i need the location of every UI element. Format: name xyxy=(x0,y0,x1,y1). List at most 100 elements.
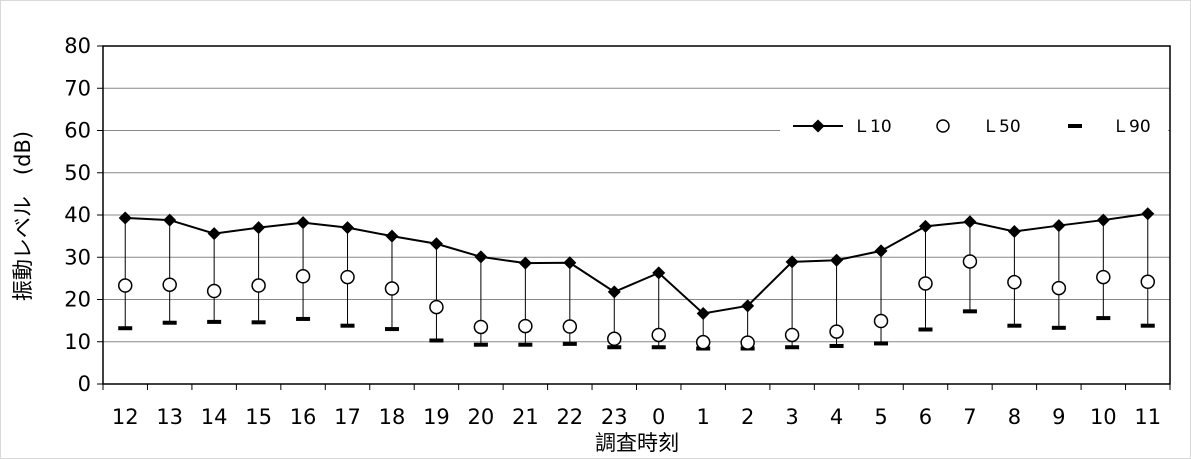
point-l90 xyxy=(1007,323,1022,328)
x-tick-label: 17 xyxy=(334,405,361,429)
x-tick-label: 22 xyxy=(556,405,583,429)
x-tick-label: 13 xyxy=(156,405,183,429)
x-tick-label: 1 xyxy=(697,405,710,429)
x-tick-label: 2 xyxy=(741,405,754,429)
point-l50 xyxy=(384,281,400,296)
point-l90 xyxy=(251,320,266,325)
point-l90 xyxy=(296,316,311,321)
point-l90 xyxy=(874,341,889,346)
legend-label-l10: Ｌ10 xyxy=(853,117,892,137)
chart-marks xyxy=(117,207,1156,351)
point-l50 xyxy=(206,283,222,299)
y-axis-ticks: 0 10 20 30 40 50 60 70 80 xyxy=(64,34,103,396)
point-l10 xyxy=(785,255,799,269)
point-l90 xyxy=(518,342,533,347)
x-tick-label: 11 xyxy=(1134,405,1161,429)
point-l10 xyxy=(341,221,355,235)
point-l90 xyxy=(340,323,355,328)
legend-label-l50: Ｌ50 xyxy=(982,117,1021,137)
point-l90 xyxy=(562,341,577,346)
point-l90 xyxy=(1140,323,1155,328)
y-tick-label: 10 xyxy=(64,330,91,354)
point-l10 xyxy=(918,219,932,233)
point-l10 xyxy=(963,215,977,229)
x-tick-label: 0 xyxy=(652,405,665,429)
x-tick-label: 20 xyxy=(468,405,495,429)
point-l10 xyxy=(1052,219,1066,233)
series-line-l10 xyxy=(125,212,1148,315)
y-tick-label: 30 xyxy=(64,245,91,269)
point-l50 xyxy=(1096,269,1111,285)
legend-swatch-l10-marker xyxy=(811,119,825,133)
point-l50 xyxy=(962,254,978,269)
point-l50 xyxy=(562,319,578,334)
x-tick-label: 7 xyxy=(963,405,976,429)
point-l10 xyxy=(741,299,755,313)
x-tick-label: 8 xyxy=(1008,405,1021,429)
x-tick-label: 18 xyxy=(379,405,406,429)
point-l10 xyxy=(1007,224,1021,238)
point-l10 xyxy=(429,237,443,251)
legend: Ｌ10 Ｌ50 Ｌ90 xyxy=(780,106,1168,146)
legend-swatch-l90 xyxy=(1068,124,1082,128)
x-tick-label: 21 xyxy=(512,405,539,429)
point-l10 xyxy=(607,285,621,299)
x-tick-label: 6 xyxy=(919,405,932,429)
point-l10 xyxy=(385,229,399,243)
y-tick-label: 0 xyxy=(78,372,91,396)
x-axis-title: 調査時刻 xyxy=(595,431,679,455)
point-l90 xyxy=(1096,316,1111,321)
point-l50 xyxy=(918,276,933,291)
point-l50 xyxy=(295,269,311,284)
point-l10 xyxy=(163,213,177,227)
point-l50 xyxy=(251,278,266,293)
point-l50 xyxy=(340,269,355,285)
x-tick-label: 14 xyxy=(201,405,228,429)
point-l50 xyxy=(607,331,622,347)
point-l10 xyxy=(652,266,666,280)
point-l50 xyxy=(695,334,711,350)
point-l10 xyxy=(563,256,577,270)
point-l90 xyxy=(118,326,133,331)
y-tick-label: 60 xyxy=(64,119,91,143)
y-axis-title: 振動レベル (dB) xyxy=(11,131,35,301)
y-tick-label: 70 xyxy=(64,76,91,100)
point-l90 xyxy=(651,345,666,350)
point-l10 xyxy=(1096,213,1110,227)
point-l10 xyxy=(296,216,310,230)
point-l10 xyxy=(518,256,532,270)
point-l50 xyxy=(429,299,444,315)
x-tick-label: 4 xyxy=(830,405,843,429)
point-l90 xyxy=(429,338,444,343)
x-tick-label: 9 xyxy=(1052,405,1065,429)
legend-label-l90: Ｌ90 xyxy=(1112,117,1151,137)
point-l10 xyxy=(252,221,266,235)
point-l90 xyxy=(473,342,488,347)
legend-swatch-l50 xyxy=(936,119,950,133)
point-l10 xyxy=(1141,207,1155,221)
point-l50 xyxy=(829,324,844,339)
point-l10 xyxy=(207,227,221,241)
point-l50 xyxy=(162,277,177,292)
x-tick-label: 19 xyxy=(423,405,450,429)
point-l50 xyxy=(1051,280,1067,296)
x-tick-label: 3 xyxy=(785,405,798,429)
x-tick-label: 5 xyxy=(874,405,887,429)
point-l50 xyxy=(518,318,533,334)
legend-background xyxy=(780,106,1168,146)
point-l50 xyxy=(473,319,489,335)
x-tick-label: 16 xyxy=(290,405,317,429)
point-l10 xyxy=(474,250,488,264)
point-l50 xyxy=(873,313,889,329)
point-l50 xyxy=(784,327,800,343)
point-l50 xyxy=(117,278,133,293)
point-l50 xyxy=(651,327,666,343)
point-l90 xyxy=(918,327,933,332)
point-l50 xyxy=(740,335,755,350)
y-tick-label: 40 xyxy=(64,203,91,227)
x-tick-label: 23 xyxy=(601,405,628,429)
point-l90 xyxy=(829,343,844,348)
x-tick-label: 10 xyxy=(1090,405,1117,429)
point-l10 xyxy=(118,211,132,225)
